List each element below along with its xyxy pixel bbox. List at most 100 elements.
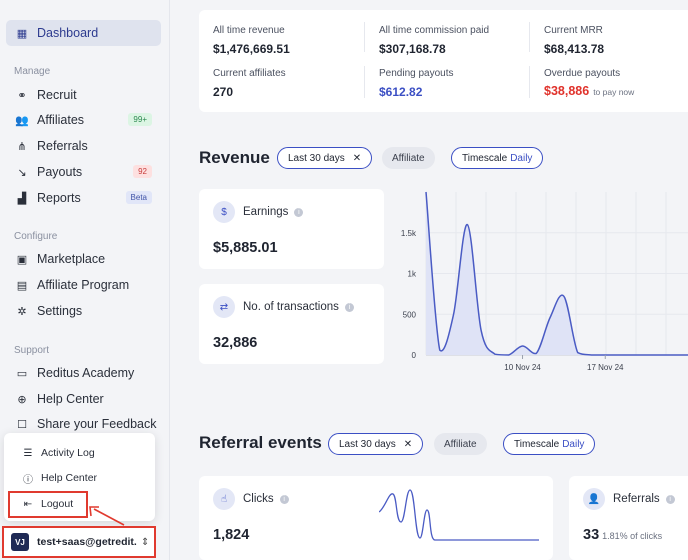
transactions-card: ⇄ No. of transactions i 32,886 (199, 284, 384, 364)
revenue-timescale-filter[interactable]: Timescale Daily (451, 147, 544, 169)
clicks-sparkline (379, 489, 539, 541)
earnings-title: $ Earnings i (213, 201, 304, 223)
info-icon[interactable]: i (279, 494, 289, 504)
stat-value-overdue[interactable]: $38,886 to pay now (544, 84, 634, 98)
info-icon[interactable]: i (344, 302, 354, 312)
logout-icon: ⇤ (23, 498, 33, 510)
menu-item-help-center[interactable]: ⓘ Help Center (4, 466, 155, 490)
sidebar: ▦ Dashboard Manage ⚭ Recruit 👥 Affiliate… (0, 0, 170, 560)
section-label-support: Support (14, 345, 50, 356)
menu-item-logout[interactable]: ⇤ Logout (4, 492, 155, 516)
stats-card: All time revenue $1,476,669.51 All time … (199, 10, 688, 112)
sidebar-item-settings[interactable]: ✲ Settings (6, 298, 161, 324)
clicks-card: ☝ Clicks i 1,824 (199, 476, 553, 560)
users-icon: 👥 (15, 114, 29, 127)
referral-timescale-filter[interactable]: Timescale Daily (503, 433, 596, 455)
sidebar-item-reditus-academy[interactable]: ▭ Reditus Academy (6, 360, 161, 386)
sidebar-item-label: Dashboard (37, 26, 99, 40)
y-tick-label: 500 (403, 310, 417, 319)
referral-icon: ⋔ (17, 140, 27, 153)
stat-label: All time revenue (213, 25, 285, 36)
earnings-card: $ Earnings i $5,885.01 (199, 189, 384, 269)
avatar: VJ (11, 533, 29, 551)
referrals-title: 👤 Referrals i (583, 488, 675, 510)
account-email: test+saas@getredit... (37, 536, 137, 548)
stat-value: $1,476,669.51 (213, 42, 290, 56)
referrals-card: 👤 Referrals i 33 1.81% of clicks (569, 476, 688, 560)
y-tick-label: 1.5k (401, 229, 417, 238)
sidebar-item-label: Marketplace (37, 252, 106, 266)
section-label-configure: Configure (14, 231, 58, 242)
section-label-manage: Manage (14, 66, 51, 77)
coins-icon: $ (213, 201, 235, 223)
referral-affiliate-filter[interactable]: Affiliate (434, 433, 487, 455)
metric-label: Earnings (243, 206, 289, 218)
stat-value: $68,413.78 (544, 42, 605, 56)
user-plus-icon: 👤 (583, 488, 605, 510)
referral-events-title: Referral events (199, 433, 322, 452)
revenue-chart[interactable]: 0 500 1k 1.5k 10 Nov 24 17 Nov 24 (360, 190, 688, 375)
filter-label: Last 30 days (339, 438, 396, 450)
payout-icon: ↘ (17, 166, 27, 179)
stat-value-pending[interactable]: $612.82 (379, 85, 423, 99)
stat-label: All time commission paid (379, 25, 490, 36)
sidebar-item-label: Reports (37, 191, 81, 205)
revenue-date-filter[interactable]: Last 30 days ✕ (277, 147, 373, 169)
reports-beta-badge: Beta (125, 191, 152, 204)
filter-label: Last 30 days (288, 152, 345, 164)
info-icon[interactable]: i (294, 207, 304, 217)
stat-value: $307,168.78 (379, 42, 446, 56)
account-menu-popup: ☰ Activity Log ⓘ Help Center ⇤ Logout (4, 433, 155, 521)
main-content: All time revenue $1,476,669.51 All time … (170, 0, 688, 560)
sidebar-item-label: Help Center (37, 392, 104, 406)
y-tick-label: 1k (408, 270, 417, 279)
sidebar-item-dashboard[interactable]: ▦ Dashboard (6, 20, 161, 46)
transactions-value: 32,886 (213, 335, 258, 351)
divider (529, 22, 530, 52)
sidebar-item-affiliate-program[interactable]: ▤ Affiliate Program (6, 272, 161, 298)
info-icon[interactable]: i (665, 494, 675, 504)
gear-icon: ✲ (17, 305, 27, 318)
referrals-value: 33 1.81% of clicks (583, 527, 662, 543)
clicks-value: 1,824 (213, 527, 250, 543)
sidebar-item-reports[interactable]: ▟ Reports Beta (6, 185, 161, 211)
sidebar-item-label: Reditus Academy (37, 366, 135, 380)
binoculars-icon: ⚭ (17, 89, 27, 102)
metric-label: Clicks (243, 493, 274, 505)
sidebar-item-help-center[interactable]: ⊕ Help Center (6, 386, 161, 412)
close-icon[interactable]: ✕ (403, 438, 413, 450)
sidebar-item-marketplace[interactable]: ▣ Marketplace (6, 246, 161, 272)
stat-label: Pending payouts (379, 68, 454, 79)
sidebar-item-label: Settings (37, 304, 83, 318)
stat-label: Current MRR (544, 25, 603, 36)
stat-value: 270 (213, 85, 234, 99)
stat-label: Current affiliates (213, 68, 286, 79)
menu-item-activity-log[interactable]: ☰ Activity Log (4, 441, 155, 465)
sidebar-item-referrals[interactable]: ⋔ Referrals (6, 133, 161, 159)
metric-label: Referrals (613, 493, 660, 505)
timescale-value: Daily (562, 438, 585, 450)
divider (529, 66, 530, 98)
account-switcher[interactable]: VJ test+saas@getredit... ⇕ (2, 526, 156, 558)
chevron-updown-icon: ⇕ (141, 536, 150, 548)
menu-item-label: Help Center (41, 472, 98, 484)
logout-highlight-box (8, 491, 88, 518)
referrals-sub: 1.81% of clicks (602, 531, 663, 541)
revenue-title: Revenue (199, 148, 270, 167)
revenue-line (425, 191, 688, 356)
sidebar-item-payouts[interactable]: ↘ Payouts 92 (6, 159, 161, 185)
revenue-affiliate-filter[interactable]: Affiliate (382, 147, 435, 169)
sidebar-item-feedback[interactable]: ☐ Share your Feedback (6, 411, 161, 437)
referral-date-filter[interactable]: Last 30 days ✕ (328, 433, 424, 455)
sidebar-item-label: Affiliate Program (37, 278, 130, 292)
x-tick-label: 17 Nov 24 (587, 363, 624, 372)
transactions-title: ⇄ No. of transactions i (213, 296, 354, 318)
close-icon[interactable]: ✕ (352, 152, 362, 164)
sidebar-item-label: Referrals (37, 139, 88, 153)
globe-icon: ⊕ (17, 393, 27, 406)
metric-label: No. of transactions (243, 301, 339, 313)
sidebar-item-recruit[interactable]: ⚭ Recruit (6, 82, 161, 108)
sidebar-item-affiliates[interactable]: 👥 Affiliates 99+ (6, 107, 161, 133)
referrals-count: 33 (583, 527, 600, 543)
store-icon: ▣ (16, 253, 28, 266)
